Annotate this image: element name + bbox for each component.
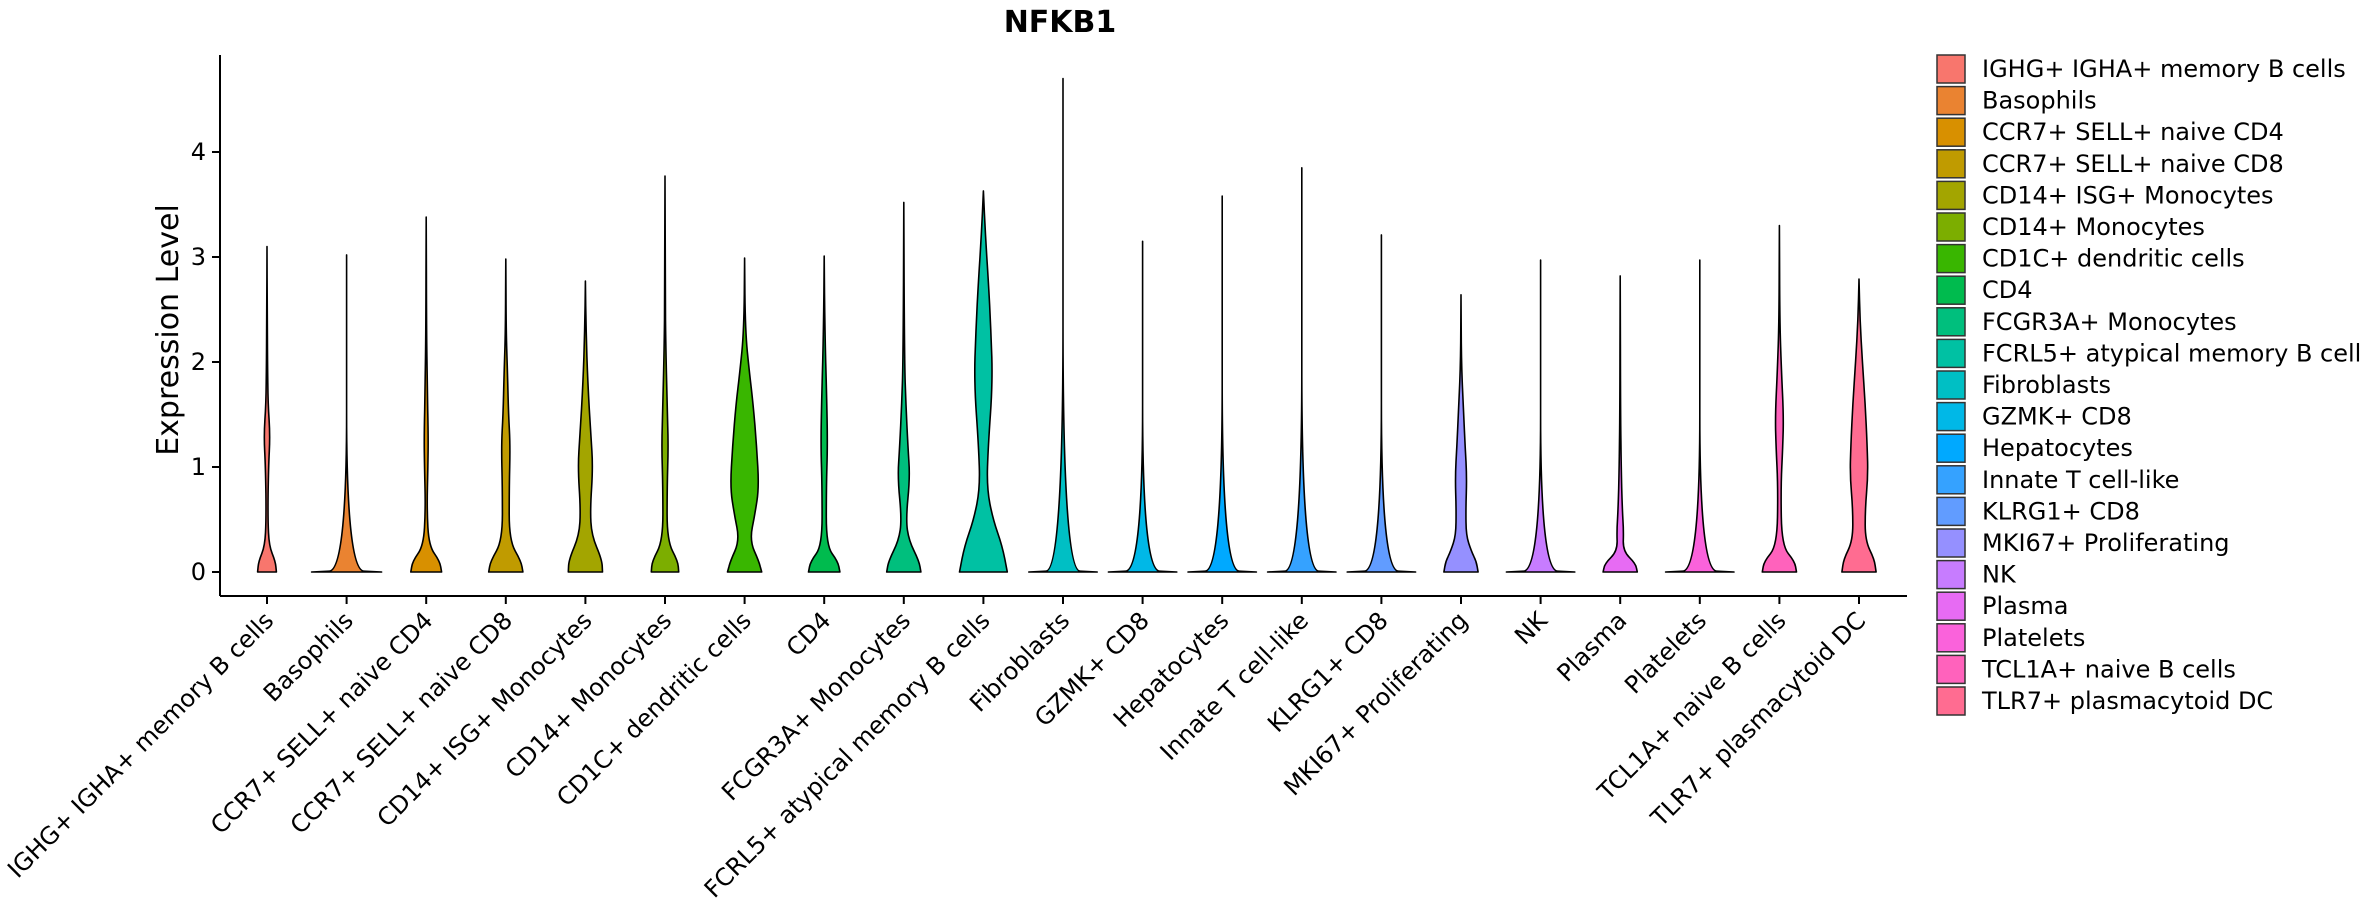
violin-platelets [1664,259,1735,573]
violin-innate-t-cell-like [1266,167,1337,573]
legend-swatch [1936,559,1966,590]
y-tick-label: 2 [191,348,206,376]
x-tick-label: CD4 [781,606,837,662]
chart-title: NFKB1 [1004,5,1117,40]
legend-label: CCR7+ SELL+ naive CD8 [1982,150,2284,178]
legend-label: Platelets [1982,624,2085,652]
legend-label: Fibroblasts [1982,371,2111,399]
violin-cd4 [807,255,841,573]
violin-fibroblasts [1028,77,1098,573]
legend-label: MKI67+ Proliferating [1982,529,2230,557]
violin-ighg-igha-memory-b-cells [256,245,278,573]
legend-label: FCRL5+ atypical memory B cells [1982,339,2362,367]
legend-swatch [1936,401,1966,432]
violin-tcl1a-naive-b-cells [1761,224,1798,573]
legend-label: Innate T cell-like [1982,466,2179,494]
legend-swatch [1936,307,1966,337]
legend-label: IGHG+ IGHA+ memory B cells [1982,55,2346,83]
legend-swatch [1936,243,1966,274]
legend-swatch [1936,85,1966,116]
legend-swatch [1936,654,1966,685]
legend: IGHG+ IGHA+ memory B cells Basophils CCR7+… [1936,54,2362,716]
y-tick-label: 4 [191,138,206,166]
legend-label: TLR7+ plasmacytoid DC [1981,687,2273,715]
legend-label: Hepatocytes [1982,434,2133,462]
violin-fcrl5-atypical-memory-b-cells [958,190,1009,573]
legend-swatch [1936,591,1966,621]
legend-label: Basophils [1982,87,2097,115]
legend-label: CD4 [1982,276,2033,304]
x-tick-label: Innate T cell-like [1155,606,1314,765]
legend-swatch [1936,180,1966,211]
legend-swatch [1936,465,1966,495]
legend-swatch [1936,496,1966,527]
x-tick-label: Plasma [1552,606,1633,687]
y-tick-label: 0 [191,558,206,586]
legend-swatch [1936,212,1966,242]
legend-swatch [1936,117,1966,147]
legend-label: NK [1982,561,2017,589]
legend-label: CCR7+ SELL+ naive CD4 [1982,118,2284,146]
legend-swatch [1936,54,1966,84]
violin-cd14-monocytes [650,175,680,573]
violin-cd1c-dendritic-cells [726,257,763,573]
violin-fcgr3a-monocytes [885,201,922,573]
legend-label: Plasma [1982,592,2068,620]
y-tick-label: 3 [191,243,206,271]
legend-label: FCGR3A+ Monocytes [1982,308,2237,336]
legend-label: CD14+ ISG+ Monocytes [1982,181,2274,209]
legend-label: GZMK+ CD8 [1982,403,2132,431]
violin-basophils [310,254,383,573]
legend-swatch [1936,149,1966,179]
violin-klrg1-cd8 [1346,234,1417,573]
violin-ccr7-sell-naive-cd4 [410,216,443,573]
legend-label: CD1C+ dendritic cells [1982,245,2245,273]
violin-hepatocytes [1187,195,1258,573]
violin-tlr7-plasmacytoid-dc [1841,278,1877,573]
x-tick-label: IGHG+ IGHA+ memory B cells [2,606,279,883]
violin-mki67-proliferating [1443,294,1479,573]
legend-swatch [1936,623,1966,653]
x-tick-label: NK [1509,606,1554,651]
violin-gzmk-cd8 [1107,240,1178,573]
violin-cd14-isg-monocytes [567,280,604,573]
y-axis-title: Expression Level [151,204,186,456]
x-tick-label: FCRL5+ atypical memory B cells [699,606,996,900]
y-tick-label: 1 [191,453,206,481]
violin-ccr7-sell-naive-cd8 [487,258,524,573]
legend-swatch [1936,528,1966,558]
legend-swatch [1936,370,1966,400]
legend-swatch [1936,686,1966,716]
legend-swatch [1936,338,1966,369]
legend-swatch [1936,275,1966,305]
legend-swatch [1936,433,1966,463]
legend-label: TCL1A+ naive B cells [1981,655,2236,683]
violin-plasma [1602,275,1639,573]
violin-nk [1505,259,1576,573]
legend-label: CD14+ Monocytes [1982,213,2205,241]
legend-label: KLRG1+ CD8 [1982,497,2140,525]
